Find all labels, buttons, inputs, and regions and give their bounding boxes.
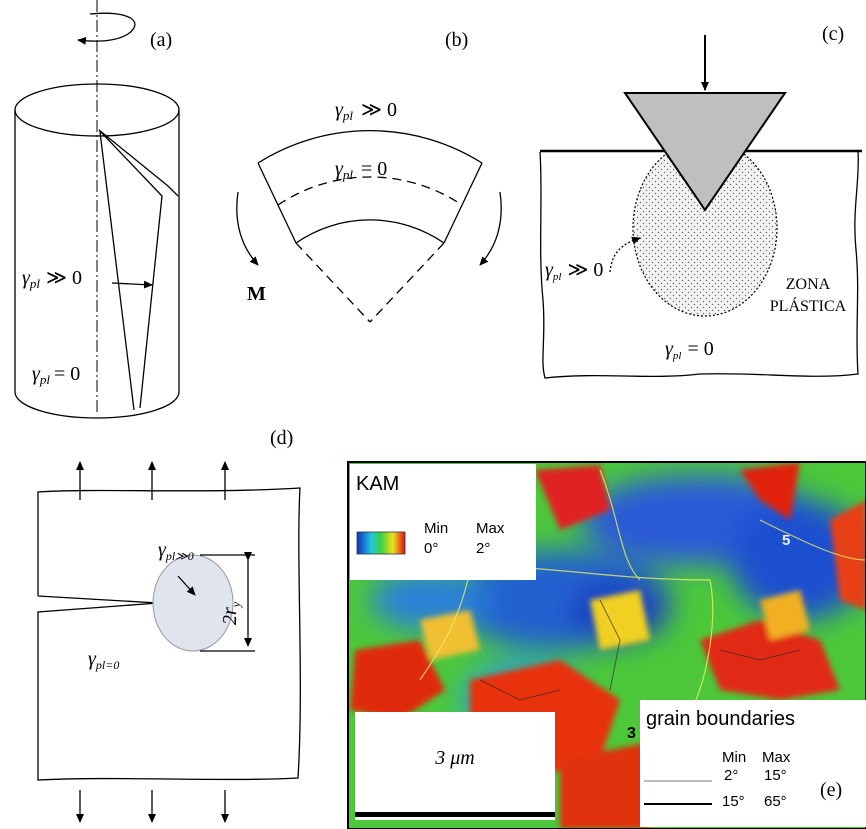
text-part: pl	[552, 271, 562, 283]
kam-max-value: 2°	[476, 540, 490, 557]
text-part: pl=0	[95, 658, 119, 672]
text-part: pl	[342, 108, 354, 123]
gamma-high: γpl≫ 0	[335, 99, 397, 123]
boundaries-row-min: 15°	[722, 793, 745, 810]
drawing-stroke	[480, 192, 501, 265]
zone-label: PLÁSTICA	[770, 296, 847, 315]
scale-bar	[355, 812, 555, 817]
drawing-stroke	[258, 163, 296, 243]
gamma-zero: γpl= 0	[665, 338, 714, 362]
moment-label: M	[247, 283, 266, 305]
grain-number: 5	[782, 532, 790, 549]
text-part: y	[229, 601, 243, 608]
panel-label: (b)	[445, 29, 468, 51]
drawing-stroke	[78, 13, 135, 41]
text-part: ≫ 0	[46, 267, 82, 289]
gamma-high: γpl≫ 0	[22, 267, 82, 291]
text-part: 2r	[219, 607, 241, 625]
text-part: pl	[39, 372, 51, 387]
kam-min: Min	[424, 520, 448, 537]
panel-d: (d) γpl≫0 γpl=0 2ry	[38, 427, 300, 822]
boundaries-max: Max	[762, 749, 791, 766]
gamma-high: γpl≫ 0	[545, 259, 603, 283]
gamma-zero: γpl=0	[88, 648, 119, 672]
drawing-stroke	[444, 163, 482, 243]
drawing-stroke	[296, 243, 370, 322]
panel-label: (d)	[270, 427, 293, 449]
text-part: = 0	[361, 158, 387, 180]
drawing-stroke	[153, 555, 233, 651]
panel-c: (c) γpl≫ 0 γpl= 0 ZONA PLÁSTICA	[540, 23, 862, 378]
boundaries-row-min: 2°	[724, 767, 738, 784]
kam-colorbar	[357, 532, 405, 554]
text-part: pl	[672, 350, 682, 362]
panel-a: (a) γpl≫ 0 γpl= 0	[15, 0, 179, 418]
boundaries-title: grain boundaries	[646, 708, 795, 730]
kam-min-value: 0°	[424, 540, 438, 557]
boundaries-min: Min	[722, 749, 746, 766]
scale-label: 3 μm	[434, 747, 474, 769]
drawing-stroke	[237, 192, 258, 265]
boundaries-row-max: 15°	[764, 767, 787, 784]
zone-label: ZONA	[786, 276, 831, 293]
text-part: pl≫0	[165, 549, 194, 563]
text-part: pl	[29, 276, 41, 291]
text-part: ≫ 0	[361, 99, 397, 121]
drawing-stroke	[278, 177, 462, 205]
drawing-stroke	[99, 130, 178, 410]
text-part: = 0	[54, 363, 80, 385]
figure: (a) γpl≫ 0 γpl= 0 (b) M γpl≫ 0 γpl= 0 (c…	[0, 0, 866, 829]
page: (a) γpl≫ 0 γpl= 0 (b) M γpl≫ 0 γpl= 0 (c…	[0, 0, 866, 829]
kam-max: Max	[476, 520, 505, 537]
panel-label: (e)	[820, 779, 842, 801]
panel-b: (b) M γpl≫ 0 γpl= 0	[237, 29, 501, 322]
text-part: pl	[342, 167, 354, 182]
gamma-high: γpl≫0	[158, 539, 194, 563]
gamma-zero: γpl= 0	[32, 363, 80, 387]
boundaries-row-max: 65°	[764, 793, 787, 810]
panel-label: (c)	[822, 23, 844, 45]
grain-number: 3	[627, 725, 636, 742]
drawing-stroke	[370, 243, 444, 322]
panel-label: (a)	[150, 29, 172, 51]
kam-title: KAM	[356, 473, 399, 495]
text-part: ≫ 0	[567, 259, 603, 281]
gamma-zero: γpl= 0	[335, 158, 387, 182]
panel-e: KAM Min Max 0° 2° 5 3 grain boundaries M…	[348, 462, 866, 829]
text-part: = 0	[687, 338, 713, 360]
drawing-stroke	[296, 220, 444, 243]
